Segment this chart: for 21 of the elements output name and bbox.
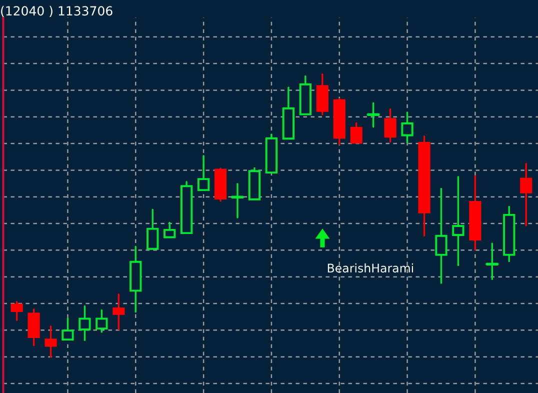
candlestick [366,102,380,128]
candlestick [10,300,23,321]
candlestick [384,108,396,143]
chart-title: (12040 ) 1133706 [1,6,112,18]
candlestick [401,112,414,144]
candlestick [520,162,532,226]
candlestick [231,183,244,218]
annotation: BearishHarami [328,263,413,273]
candlestick [96,309,108,333]
candlestick [78,305,91,341]
candlestick [146,208,159,250]
candlestick [197,155,210,192]
candlestick [452,176,464,266]
candlestick [435,188,448,284]
candlestick [164,222,176,238]
candlestick [350,122,362,144]
candlestick [28,308,40,346]
candlestick [486,242,499,280]
candlestick [44,325,57,358]
candlestick [62,318,74,341]
candlestick [112,294,125,330]
